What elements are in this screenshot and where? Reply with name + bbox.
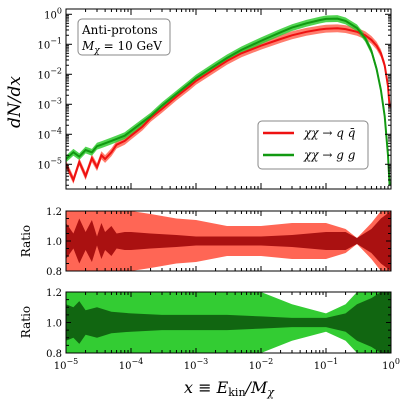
x-tick-label: 10−3	[184, 357, 209, 372]
main-frame	[65, 8, 392, 190]
x-tick-label: 10−1	[314, 357, 339, 372]
x-tick-label: 100	[382, 357, 400, 372]
shared-xlabel: x ≡ Ekin/Mχ	[184, 378, 275, 399]
legend-label-gg: χχ → g g	[303, 148, 356, 162]
x-tick-label: 10−2	[249, 357, 274, 372]
annotation-box: Anti-protons Mχ = 10 GeV	[77, 18, 171, 56]
y-tick-label: 0.8	[46, 267, 62, 278]
ratio-panel-gg: 0.8 1.0 1.2 Ratio 10−5 10−4 10−3 10−2 10−1 100	[19, 288, 400, 372]
main-ylabel: dN/dx	[5, 76, 25, 128]
line-series-1	[66, 17, 391, 186]
ratio-panel-qq: 0.8 1.0 1.2 Ratio	[19, 207, 392, 278]
y-tick-label: 1.2	[46, 288, 62, 299]
main-panel: 10−5 10−4 10−3 10−2 10−1 100 dN/dx Anti-proto…	[5, 6, 392, 190]
ratio-qq-inner-band	[66, 211, 391, 271]
annotation-line-1: Anti-protons	[81, 23, 158, 37]
annotation-line-2: Mχ = 10 GeV	[81, 39, 162, 56]
x-tick-label: 10−5	[54, 357, 79, 372]
y-tick-label: 10−4	[37, 126, 62, 141]
ratio-gg-inner-band	[66, 292, 391, 353]
legend-label-qq: χχ → q q̄	[303, 126, 356, 140]
line-series-0	[66, 27, 391, 183]
y-tick-label: 1.0	[46, 237, 62, 248]
y-tick-label: 10−5	[37, 156, 62, 171]
y-tick-label: 10−3	[37, 96, 62, 111]
y-tick-label: 1.2	[46, 207, 62, 218]
y-tick-label: 10−2	[37, 66, 62, 81]
y-tick-label: 0.8	[46, 349, 62, 360]
ratio-gg-ylabel: Ratio	[19, 306, 33, 338]
y-tick-label: 10−1	[37, 36, 62, 51]
y-tick-label: 1.0	[46, 319, 62, 330]
y-tick-label: 100	[44, 6, 62, 21]
ratio-qq-ylabel: Ratio	[19, 225, 33, 257]
x-tick-label: 10−4	[119, 357, 144, 372]
legend: χχ → q q̄ χχ → g g	[257, 120, 369, 170]
